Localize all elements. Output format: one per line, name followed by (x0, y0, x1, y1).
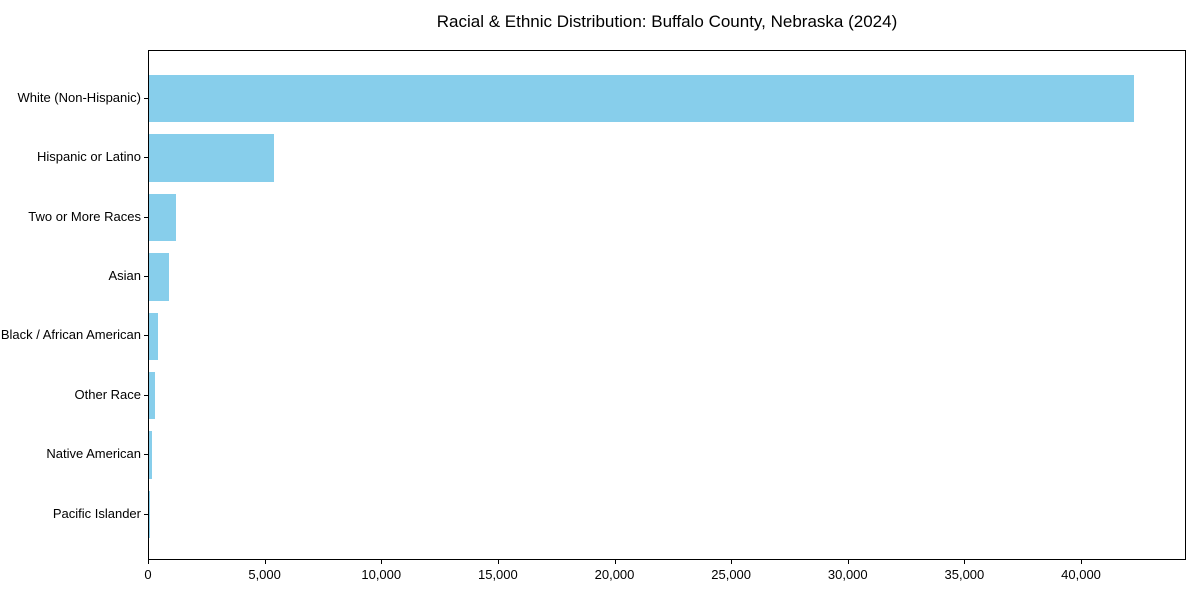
bar-hispanic-or-latino (149, 134, 274, 182)
x-tick-mark (614, 560, 616, 564)
bar-native-american (149, 431, 153, 479)
y-tick-mark (144, 97, 148, 99)
y-tick-mark (144, 335, 148, 337)
x-axis-label-10-000: 10,000 (361, 567, 402, 582)
x-axis-label-15-000: 15,000 (477, 567, 518, 582)
x-tick-mark (264, 560, 266, 564)
y-axis-label-white-non-hispanic: White (Non-Hispanic) (17, 89, 141, 105)
x-axis-label-0: 0 (144, 567, 152, 582)
y-axis-label-native-american: Native American (46, 446, 141, 462)
x-axis-label-30-000: 30,000 (827, 567, 868, 582)
x-tick-mark (148, 560, 149, 564)
y-axis-label-two-or-more-races: Two or More Races (28, 208, 141, 224)
x-tick-mark (964, 560, 966, 564)
x-axis-label-25-000: 25,000 (711, 567, 752, 582)
y-axis-label-hispanic-or-latino: Hispanic or Latino (36, 149, 141, 165)
x-axis-label-20-000: 20,000 (594, 567, 635, 582)
x-tick-mark (497, 560, 499, 564)
x-tick-mark (381, 560, 383, 564)
y-tick-mark (144, 513, 148, 515)
y-tick-mark (144, 216, 148, 218)
x-axis-label-35-000: 35,000 (944, 567, 985, 582)
x-tick-mark (1081, 560, 1083, 564)
plot-area (148, 50, 1186, 560)
x-axis-label-40-000: 40,000 (1061, 567, 1101, 582)
y-axis-label-black-african-american: Black / African American (0, 327, 141, 343)
y-tick-mark (144, 454, 148, 456)
y-axis-label-other-race: Other Race (74, 386, 141, 402)
y-tick-mark (144, 275, 148, 277)
y-axis-label-asian: Asian (108, 267, 141, 283)
bar-other-race (149, 371, 155, 420)
bar-black-african-american (149, 312, 159, 361)
y-tick-mark (144, 394, 148, 396)
bar-two-or-more-races (149, 193, 176, 242)
x-tick-mark (847, 560, 849, 564)
y-tick-mark (144, 157, 148, 159)
y-axis-label-pacific-islander: Pacific Islander (52, 505, 141, 521)
chart-title: Racial & Ethnic Distribution: Buffalo Co… (436, 12, 898, 31)
bar-pacific-islander (149, 490, 150, 539)
bar-white-non-hispanic (149, 74, 1134, 123)
x-tick-mark (731, 560, 733, 564)
x-axis-label-5-000: 5,000 (248, 567, 281, 582)
bar-asian (149, 253, 169, 301)
